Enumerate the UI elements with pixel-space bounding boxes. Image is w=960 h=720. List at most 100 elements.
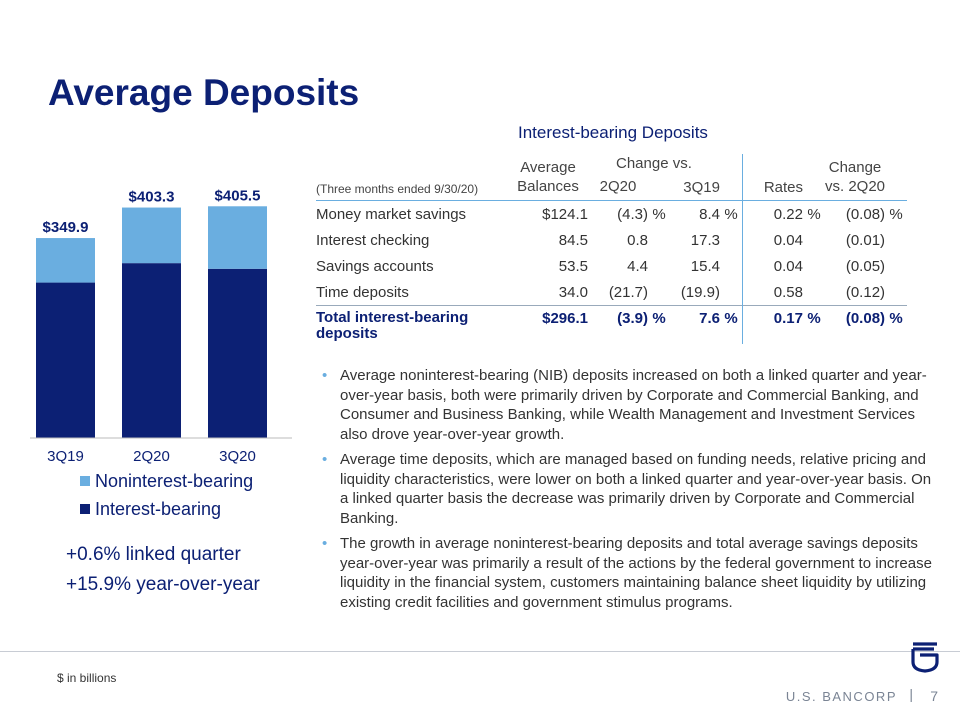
total-label-line2: deposits <box>316 325 378 342</box>
bullet-item: • The growth in average noninterest-bear… <box>322 534 942 612</box>
bar-total-label: $349.9 <box>43 219 89 236</box>
header-avg-top: Average <box>520 159 576 176</box>
chart-legend: Noninterest-bearing Interest-bearing <box>80 467 253 523</box>
row-change-3q19: (19.9) <box>680 283 720 301</box>
row-pct <box>885 279 907 306</box>
total-pct: % <box>803 305 825 344</box>
row-pct <box>720 253 743 279</box>
row-pct <box>885 253 907 279</box>
total-pct: % <box>885 305 908 344</box>
growth-summary: +0.6% linked quarter +15.9% year-over-ye… <box>66 540 260 600</box>
row-balance: 84.5 <box>558 231 588 249</box>
row-label: Savings accounts <box>316 257 434 275</box>
row-pct <box>648 253 670 279</box>
row-change-2q20: 0.8 <box>627 231 648 249</box>
bar-noninterest-bearing-3q19 <box>36 238 95 283</box>
legend-item-noninterest: Noninterest-bearing <box>80 467 253 495</box>
row-change-2q20: (21.7) <box>608 283 648 301</box>
header-change2-top: Change <box>828 159 882 176</box>
bullet-text: Average noninterest-bearing (NIB) deposi… <box>340 367 927 443</box>
linked-quarter-growth: +0.6% linked quarter <box>66 544 241 565</box>
total-change-3q19: 7.6 <box>670 305 720 344</box>
table-row: Interest checking 84.5 0.8 17.3 0.04 (0.… <box>316 227 907 253</box>
bar-interest-bearing-3q19 <box>36 282 95 438</box>
legend-swatch-noninterest <box>80 476 90 486</box>
header-change-2q20: Change vs. 2Q20 <box>588 154 692 201</box>
row-rate-change: (0.12) <box>845 283 886 301</box>
x-tick-label: 3Q20 <box>219 448 256 465</box>
table-header-row: (Three months ended 9/30/20) Average Bal… <box>316 154 908 201</box>
row-pct: % <box>807 205 821 223</box>
row-rate: 0.22 <box>742 200 803 227</box>
header-rates: Rates <box>742 154 803 201</box>
total-pct: % <box>648 305 670 344</box>
bullet-dot-icon: • <box>322 535 328 552</box>
header-avg-bottom: Balances <box>517 178 579 195</box>
bar-noninterest-bearing-3q20 <box>208 206 267 269</box>
header-average-balances: Average Balances <box>508 154 588 201</box>
table-row: Savings accounts 53.5 4.4 15.4 0.04 (0.0… <box>316 253 907 279</box>
bar-interest-bearing-2q20 <box>122 263 181 438</box>
row-pct: % <box>889 205 903 223</box>
row-pct <box>803 279 825 306</box>
legend-label-noninterest: Noninterest-bearing <box>95 470 254 491</box>
header-period: (Three months ended 9/30/20) <box>316 154 508 201</box>
bar-total-label: $405.5 <box>215 187 261 204</box>
legend-item-interest: Interest-bearing <box>80 495 253 523</box>
row-pct <box>720 279 743 306</box>
footer-divider <box>0 651 960 652</box>
header-change2-bottom: vs. 2Q20 <box>825 178 886 195</box>
row-pct <box>885 227 907 253</box>
company-brand: U.S. BANCORP <box>785 689 897 704</box>
table-total-row: Total interest-bearing deposits $296.1 (… <box>316 305 908 344</box>
total-label-line1: Total interest-bearing <box>316 309 469 326</box>
total-rate: 0.17 <box>742 305 803 344</box>
bullet-text: The growth in average noninterest-bearin… <box>340 535 932 611</box>
row-balance: 34.0 <box>558 283 588 301</box>
page-title: Average Deposits <box>48 72 360 113</box>
x-tick-label: 2Q20 <box>133 448 170 465</box>
interest-bearing-deposits-table: (Three months ended 9/30/20) Average Bal… <box>316 154 908 344</box>
table-row: Money market savings $124.1 (4.3) % 8.4 … <box>316 200 907 227</box>
bar-interest-bearing-3q20 <box>208 268 267 438</box>
header-col-3q19: 3Q19 <box>670 154 720 201</box>
footer-separator: | <box>909 686 913 702</box>
row-label: Money market savings <box>316 205 467 223</box>
header-change-top: Change vs. <box>616 155 692 172</box>
page-number: 7 <box>930 688 938 704</box>
year-over-year-growth: +15.9% year-over-year <box>66 574 260 595</box>
table-title: Interest-bearing Deposits <box>518 123 708 142</box>
row-rate: 0.58 <box>742 279 803 306</box>
row-pct <box>803 253 825 279</box>
row-pct <box>720 227 743 253</box>
legend-swatch-interest <box>80 504 90 514</box>
units-note: $ in billions <box>57 671 117 685</box>
row-change-3q19: 15.4 <box>690 257 720 275</box>
bullet-dot-icon: • <box>322 367 328 384</box>
row-label: Time deposits <box>316 283 409 301</box>
row-pct: % <box>724 205 738 223</box>
bar-total-label: $403.3 <box>129 189 175 206</box>
total-label: Total interest-bearing deposits <box>316 305 508 344</box>
row-change-2q20: (4.3) <box>617 205 648 223</box>
bullet-text: Average time deposits, which are managed… <box>340 451 932 527</box>
row-rate-change: (0.05) <box>845 257 886 275</box>
total-pct: % <box>720 305 743 344</box>
bullet-item: • Average noninterest-bearing (NIB) depo… <box>322 366 942 444</box>
bullet-dot-icon: • <box>322 451 328 468</box>
row-balance: 53.5 <box>558 257 588 275</box>
header-col-2q20: 2Q20 <box>599 178 637 195</box>
total-rate-change: (0.08) <box>825 305 886 344</box>
row-pct <box>803 227 825 253</box>
row-change-3q19: 17.3 <box>690 231 720 249</box>
legend-label-interest: Interest-bearing <box>95 498 222 519</box>
row-rate-change: (0.08) <box>845 205 886 223</box>
table-row: Time deposits 34.0 (21.7) (19.9) 0.58 (0… <box>316 279 907 306</box>
row-balance: $124.1 <box>542 205 588 223</box>
x-tick-label: 3Q19 <box>47 448 84 465</box>
bullet-item: • Average time deposits, which are manag… <box>322 450 942 528</box>
row-pct: % <box>652 205 666 223</box>
row-label: Interest checking <box>316 231 430 249</box>
header-change-vs-2q20: Change vs. 2Q20 <box>825 154 886 201</box>
commentary-bullets: • Average noninterest-bearing (NIB) depo… <box>322 366 942 618</box>
